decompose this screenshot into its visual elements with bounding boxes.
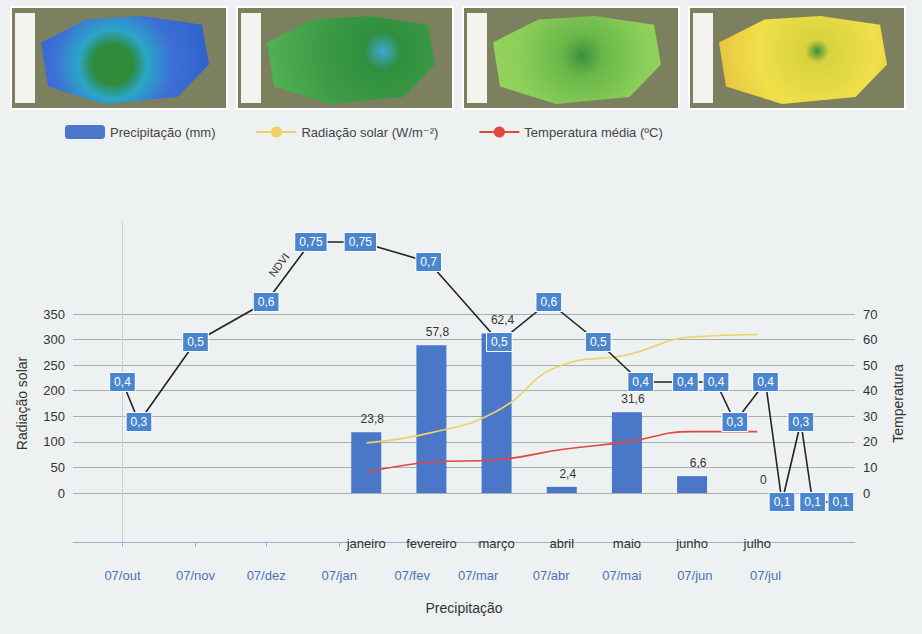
svg-text:20: 20 (863, 434, 877, 449)
svg-text:0,6: 0,6 (540, 295, 557, 309)
svg-text:07/mai: 07/mai (602, 568, 641, 583)
svg-text:julho: julho (743, 536, 771, 551)
svg-text:07/jun: 07/jun (677, 568, 712, 583)
svg-text:0,6: 0,6 (258, 295, 275, 309)
svg-text:0: 0 (863, 486, 870, 501)
svg-text:150: 150 (43, 409, 65, 424)
svg-text:57,8: 57,8 (426, 325, 450, 339)
svg-text:Precipitação (mm): Precipitação (mm) (110, 125, 215, 140)
svg-text:07/abr: 07/abr (533, 568, 571, 583)
svg-text:0,5: 0,5 (491, 335, 508, 349)
svg-text:0,75: 0,75 (349, 235, 373, 249)
svg-text:07/out: 07/out (104, 568, 141, 583)
svg-text:250: 250 (43, 358, 65, 373)
svg-text:0,1: 0,1 (804, 495, 821, 509)
svg-text:70: 70 (863, 307, 877, 322)
svg-text:0: 0 (58, 486, 65, 501)
svg-text:Temperatura: Temperatura (890, 364, 906, 443)
svg-text:0,4: 0,4 (677, 375, 694, 389)
svg-text:50: 50 (51, 460, 65, 475)
svg-text:6,6: 6,6 (690, 456, 707, 470)
svg-text:março: março (479, 536, 515, 551)
svg-text:07/jul: 07/jul (750, 568, 781, 583)
svg-text:fevereiro: fevereiro (406, 536, 457, 551)
svg-text:23,8: 23,8 (361, 412, 385, 426)
svg-text:Radiação solar: Radiação solar (14, 356, 30, 450)
svg-text:0,5: 0,5 (590, 335, 607, 349)
svg-text:350: 350 (43, 307, 65, 322)
svg-text:0,4: 0,4 (114, 375, 131, 389)
svg-text:0,3: 0,3 (792, 415, 809, 429)
svg-text:0,5: 0,5 (187, 335, 204, 349)
svg-text:07/fev: 07/fev (394, 568, 430, 583)
svg-text:0,3: 0,3 (131, 415, 148, 429)
svg-text:0,7: 0,7 (420, 255, 437, 269)
svg-text:junho: junho (675, 536, 708, 551)
svg-text:janeiro: janeiro (346, 536, 386, 551)
svg-text:2,4: 2,4 (559, 467, 576, 481)
svg-text:Temperatura média (ºC): Temperatura média (ºC) (524, 125, 662, 140)
svg-text:abril: abril (549, 536, 574, 551)
svg-text:Precipitação: Precipitação (425, 600, 502, 616)
svg-text:NDVI: NDVI (266, 251, 291, 279)
svg-text:Radiação solar (W/m⁻²): Radiação solar (W/m⁻²) (301, 125, 438, 140)
svg-text:40: 40 (863, 383, 877, 398)
svg-text:0,4: 0,4 (757, 375, 774, 389)
svg-text:0,1: 0,1 (833, 495, 850, 509)
svg-text:100: 100 (43, 434, 65, 449)
svg-text:200: 200 (43, 383, 65, 398)
svg-text:10: 10 (863, 460, 877, 475)
svg-text:60: 60 (863, 332, 877, 347)
svg-text:maio: maio (613, 536, 641, 551)
svg-text:0,1: 0,1 (774, 495, 791, 509)
svg-text:07/mar: 07/mar (458, 568, 499, 583)
svg-text:07/nov: 07/nov (176, 568, 216, 583)
svg-text:62,4: 62,4 (491, 313, 515, 327)
svg-text:0,3: 0,3 (727, 415, 744, 429)
svg-text:300: 300 (43, 332, 65, 347)
svg-text:50: 50 (863, 358, 877, 373)
svg-text:07/dez: 07/dez (247, 568, 286, 583)
svg-text:07/jan: 07/jan (321, 568, 356, 583)
svg-text:0,75: 0,75 (299, 235, 323, 249)
svg-text:0,4: 0,4 (632, 375, 649, 389)
svg-text:30: 30 (863, 409, 877, 424)
svg-text:0,4: 0,4 (708, 375, 725, 389)
svg-text:31,6: 31,6 (621, 392, 645, 406)
svg-text:0: 0 (760, 473, 767, 487)
